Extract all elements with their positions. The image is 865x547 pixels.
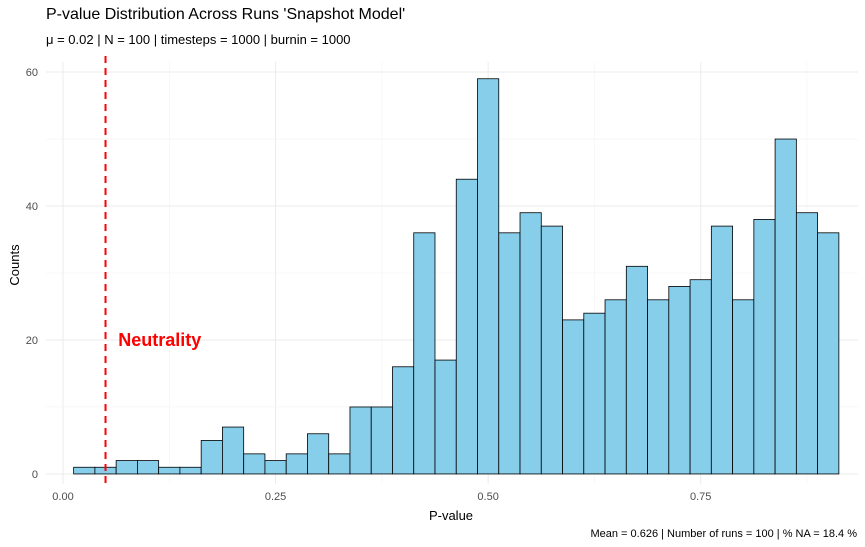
y-tick-label: 20 [26,335,38,347]
histogram-bar [583,312,606,475]
histogram-bar [370,406,393,475]
y-tick-label: 0 [32,469,38,481]
bars [73,78,840,475]
histogram-bar [668,285,691,475]
histogram-bar [647,299,670,475]
histogram-bar [519,212,542,475]
ticks: 0.00 0.25 0.50 0.75 0 20 40 60 [26,67,712,503]
histogram-bar [540,225,563,475]
histogram-bar [392,366,415,475]
histogram-bar [753,219,776,475]
histogram-bar [817,232,840,475]
histogram-bar [795,212,819,475]
x-tick-label: 0.00 [52,491,73,503]
x-tick-label: 0.25 [265,491,286,503]
histogram-bar [732,299,755,475]
histogram-bar [477,78,500,475]
y-tick-label: 60 [26,67,38,79]
histogram-bar [349,406,372,475]
histogram-bar [285,453,308,475]
histogram-bar [137,460,160,475]
histogram-bar [562,319,585,475]
chart-caption: Mean = 0.626 | Number of runs = 100 | % … [590,528,857,540]
histogram-bar [264,460,287,475]
histogram-bar [200,440,223,475]
chart-subtitle: μ = 0.02 | N = 100 | timesteps = 1000 | … [46,32,351,47]
histogram-bar [455,178,478,475]
histogram-bar [115,460,138,475]
chart-title: P-value Distribution Across Runs 'Snapsh… [46,6,406,23]
histogram-bar [434,359,457,475]
x-axis-title: P-value [429,508,473,523]
histogram-bar [328,453,351,475]
y-axis-title: Counts [7,244,22,286]
histogram-bar [413,232,436,475]
x-tick-label: 0.75 [690,491,711,503]
histogram-bar [307,433,330,475]
histogram-bar [243,453,266,475]
histogram-bar [689,279,712,475]
histogram-bar [625,265,648,475]
y-tick-label: 40 [26,201,38,213]
histogram-bar [604,299,627,475]
histogram-bar [179,466,202,475]
x-tick-label: 0.50 [477,491,498,503]
histogram-bar [774,138,797,475]
neutrality-annotation: Neutrality [118,330,201,350]
histogram-bar [222,426,245,475]
histogram-bar [158,466,181,475]
histogram-bar [73,466,96,475]
histogram-bar [710,225,733,475]
histogram-bar [498,232,521,475]
